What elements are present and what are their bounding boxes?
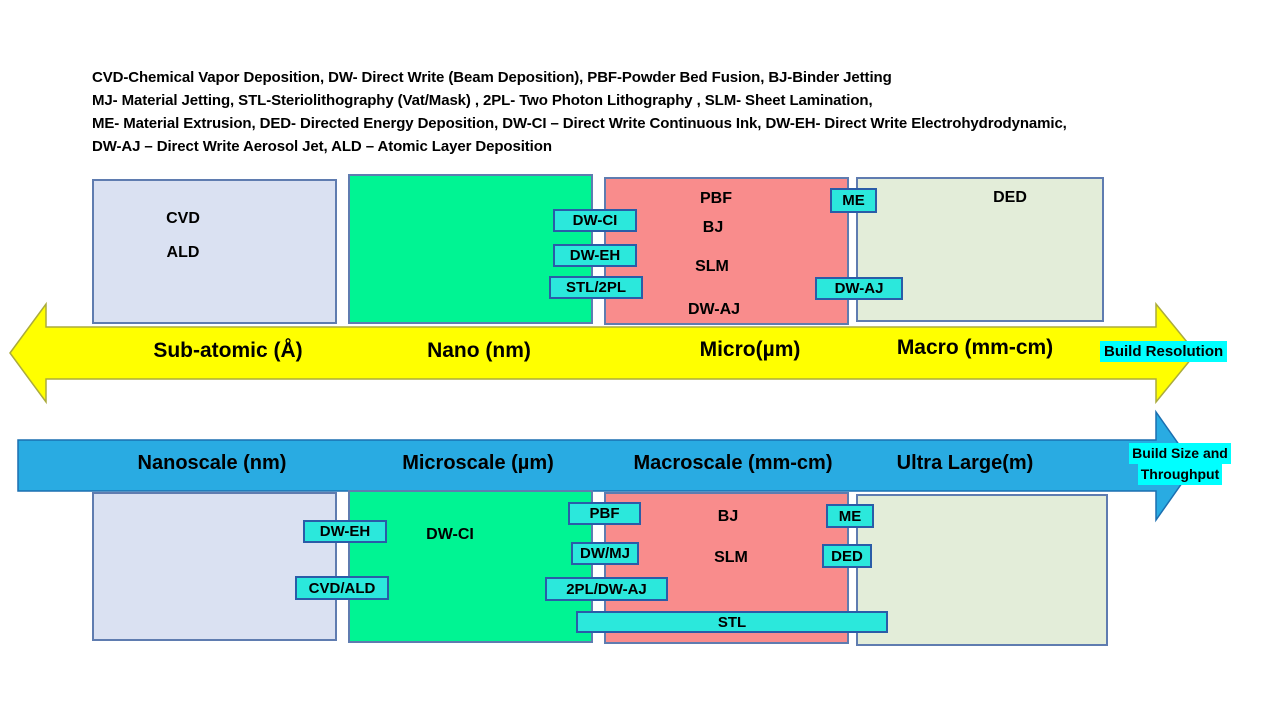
process-label-dw-aj: DW-AJ: [687, 301, 741, 318]
tag-2pl-dw-aj-bottom: 2PL/DW-AJ: [545, 577, 668, 601]
process-label-cvd: CVD: [166, 210, 200, 227]
process-label-bj-bottom: BJ: [717, 508, 739, 525]
resolution-zone-macro: Macro (mm-cm): [896, 336, 1054, 359]
tag-stl-bar-bottom: STL: [576, 611, 888, 633]
process-label-ded: DED: [993, 189, 1027, 206]
build-size-caption: Build Size and Throughput: [1122, 443, 1238, 485]
tag-dw-eh-top: DW-EH: [553, 244, 637, 267]
tag-dw-mj-bottom: DW/MJ: [571, 542, 639, 565]
legend-line-4: DW-AJ – Direct Write Aerosol Jet, ALD – …: [92, 138, 552, 155]
process-label-slm-bottom: SLM: [714, 549, 748, 566]
tag-pbf-bottom: PBF: [568, 502, 641, 525]
size-zone-microscale: Microscale (µm): [402, 452, 554, 474]
size-zone-nanoscale: Nanoscale (nm): [137, 452, 287, 474]
tag-me-bottom: ME: [826, 504, 874, 528]
legend-line-1: CVD-Chemical Vapor Deposition, DW- Direc…: [92, 69, 892, 86]
resolution-box-nano: [348, 174, 593, 324]
resolution-zone-micro: Micro(µm): [699, 338, 801, 361]
resolution-box-subatomic: [92, 179, 337, 324]
build-size-caption-line2: Throughput: [1137, 464, 1223, 485]
tag-cvd-ald-bottom: CVD/ALD: [295, 576, 389, 600]
size-box-microscale: [348, 490, 593, 643]
build-size-caption-line1: Build Size and: [1129, 443, 1231, 464]
process-label-slm: SLM: [695, 258, 729, 275]
tag-stl-2pl-top: STL/2PL: [549, 276, 643, 299]
process-label-pbf: PBF: [700, 190, 732, 207]
resolution-zone-subatomic: Sub-atomic (Å): [153, 339, 303, 362]
process-label-ald: ALD: [166, 244, 200, 261]
build-resolution-caption: Build Resolution: [1100, 341, 1228, 362]
tag-me-top: ME: [830, 188, 877, 213]
legend-line-3: ME- Material Extrusion, DED- Directed En…: [92, 115, 1067, 132]
abbreviation-legend: CVD-Chemical Vapor Deposition, DW- Direc…: [92, 66, 1192, 158]
process-label-dw-ci-bottom: DW-CI: [426, 526, 474, 543]
size-box-nanoscale: [92, 492, 337, 641]
size-zone-macroscale: Macroscale (mm-cm): [633, 452, 833, 474]
tag-ded-bottom: DED: [822, 544, 872, 568]
tag-dw-eh-bottom: DW-EH: [303, 520, 387, 543]
tag-dw-ci-top: DW-CI: [553, 209, 637, 232]
size-box-ultra-large: [856, 494, 1108, 646]
size-zone-ultra-large: Ultra Large(m): [896, 452, 1034, 474]
process-label-bj: BJ: [702, 219, 724, 236]
legend-line-2: MJ- Material Jetting, STL-Steriolithogra…: [92, 92, 873, 109]
resolution-zone-nano: Nano (nm): [427, 339, 531, 362]
tag-dw-aj-top: DW-AJ: [815, 277, 903, 300]
